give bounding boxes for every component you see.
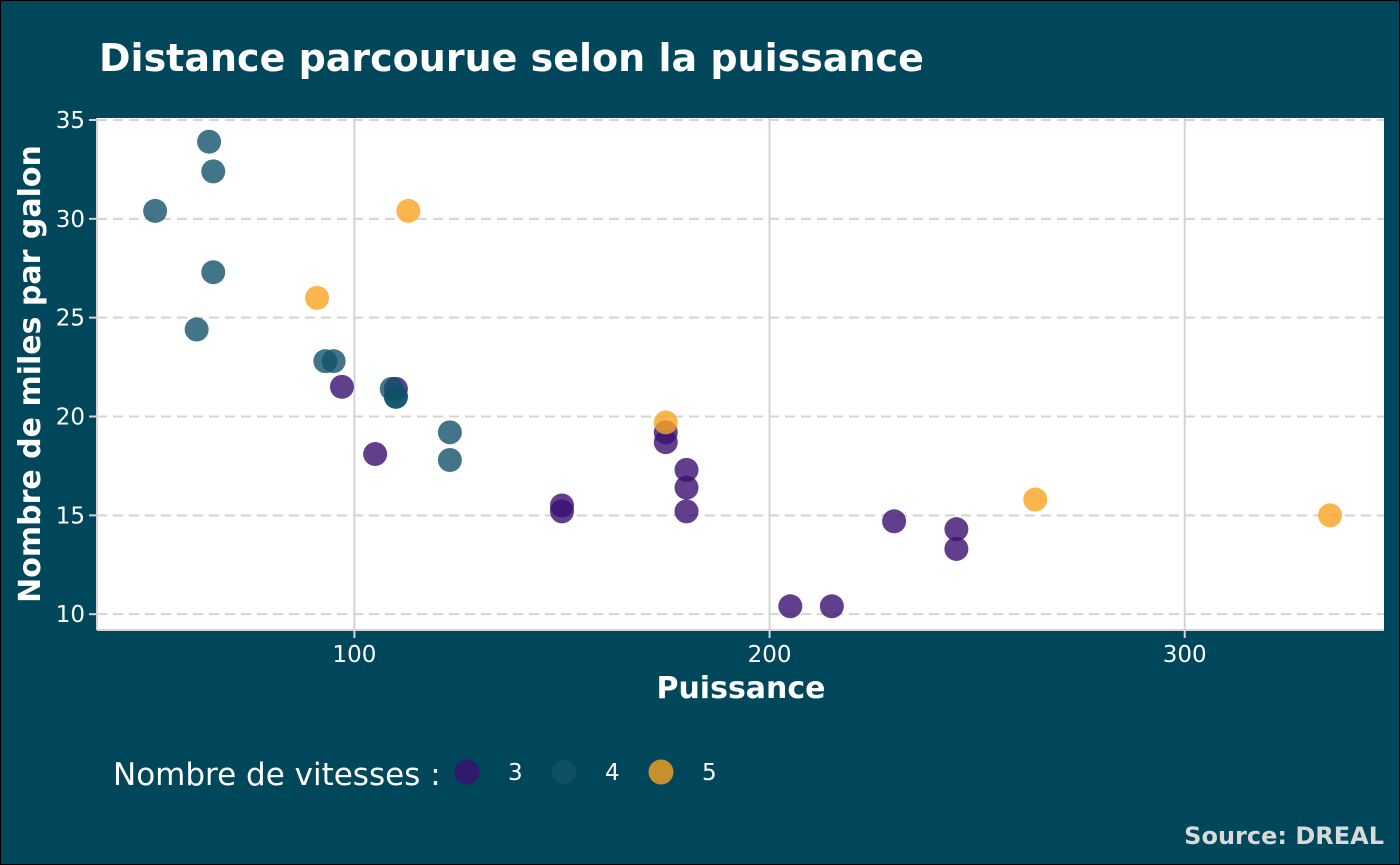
- data-point-gear-3: [674, 499, 699, 524]
- data-point-gear-4: [201, 260, 226, 285]
- legend-label-4: 4: [605, 760, 620, 786]
- data-point-gear-3: [944, 517, 969, 542]
- legend: Nombre de vitesses : 3 4 5: [113, 757, 717, 793]
- legend-label-3: 3: [508, 760, 523, 786]
- data-point-gear-3: [329, 374, 354, 399]
- y-tick-label: 25: [56, 306, 85, 332]
- data-point-gear-4: [437, 420, 462, 445]
- data-point-gear-3: [944, 536, 969, 561]
- y-tick-label: 20: [56, 405, 85, 431]
- caption: Source: DREAL: [1184, 822, 1384, 850]
- y-tick-label: 15: [56, 503, 85, 529]
- data-point-gear-3: [882, 509, 907, 534]
- x-axis-title: Puissance: [656, 671, 825, 706]
- chart-title: Distance parcourue selon la puissance: [99, 36, 924, 80]
- legend-key-4: [551, 759, 577, 785]
- y-axis-title: Nombre de miles par galon: [13, 145, 48, 603]
- data-point-gear-3: [778, 594, 803, 619]
- data-point-gear-3: [549, 499, 574, 524]
- y-tick-label: 30: [56, 207, 85, 233]
- data-point-gear-4: [379, 376, 404, 401]
- data-point-gear-4: [201, 159, 226, 184]
- data-point-gear-5: [653, 410, 678, 435]
- x-tick-label: 300: [1163, 642, 1207, 668]
- legend-label-5: 5: [702, 760, 717, 786]
- data-point-gear-3: [363, 442, 388, 467]
- y-tick-label: 10: [56, 602, 85, 628]
- legend-key-3: [454, 759, 480, 785]
- x-tick-label: 100: [332, 642, 376, 668]
- data-point-gear-4: [437, 447, 462, 472]
- y-tick-label: 35: [56, 108, 85, 134]
- data-point-gear-5: [1318, 503, 1343, 528]
- legend-title: Nombre de vitesses :: [113, 757, 441, 793]
- data-point-gear-3: [674, 457, 699, 482]
- axes: 10 15 20 25 30 35 100 200 300: [56, 108, 1384, 668]
- data-point-gear-5: [396, 198, 421, 223]
- legend-key-5: [648, 759, 674, 785]
- data-point-gear-4: [143, 198, 168, 223]
- x-tick-label: 200: [748, 642, 792, 668]
- plot-panel: [97, 118, 1384, 630]
- data-points: [143, 129, 1343, 619]
- grid: [97, 118, 1384, 630]
- data-point-gear-5: [305, 285, 330, 310]
- data-point-gear-3: [819, 594, 844, 619]
- data-point-gear-5: [1023, 487, 1048, 512]
- data-point-gear-4: [321, 349, 346, 374]
- data-point-gear-4: [184, 317, 209, 342]
- data-point-gear-3: [674, 475, 699, 500]
- data-point-gear-4: [197, 129, 222, 154]
